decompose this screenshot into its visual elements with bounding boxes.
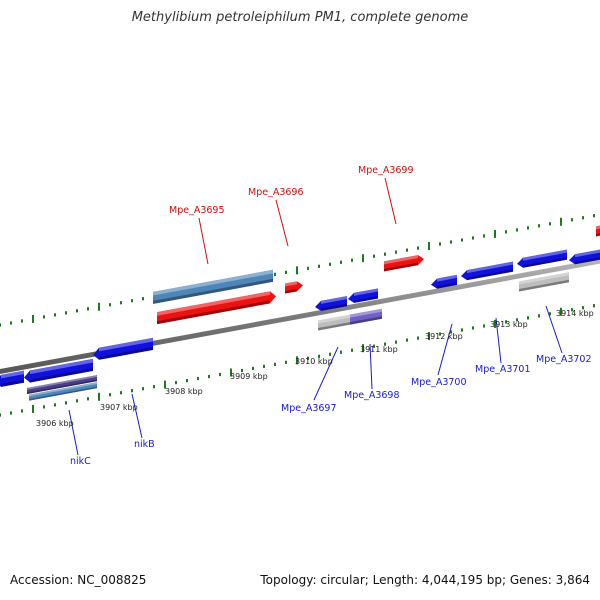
- leader-line: [369, 343, 373, 390]
- gene-arrow-mpe-a3701: [461, 261, 513, 281]
- feature-shadow: [1, 379, 24, 387]
- feature-highlight: [596, 225, 600, 230]
- gene-bar-steelblue-rev: [29, 382, 97, 401]
- leader-line: [545, 305, 563, 354]
- feature-shadow: [157, 300, 270, 325]
- gene-label-reverse: Mpe_A3698: [344, 390, 400, 401]
- genome-summary: Topology: circular; Length: 4,044,195 bp…: [260, 573, 590, 587]
- gene-arrow-mpe-a3698: [348, 288, 378, 303]
- feature-shadow: [321, 303, 347, 311]
- gene-arrow-mpe-a3702: [517, 249, 567, 268]
- feature-shadow: [437, 282, 457, 289]
- gene-arrow-edge: [596, 225, 600, 237]
- gene-labels: Mpe_A3695 Mpe_A3696 Mpe_A3699 nikC nikB Mpe_A…: [70, 165, 592, 467]
- gene-label-reverse: Mpe_A3701: [475, 364, 531, 375]
- feature-shadow: [99, 346, 153, 360]
- gene-label-forward: Mpe_A3695: [169, 205, 225, 216]
- gene-arrow-mpe-a3697: [315, 296, 347, 311]
- feature-highlight: [575, 249, 600, 258]
- feature-highlight: [99, 337, 153, 352]
- leader-line: [68, 409, 79, 456]
- gene-arrow-mpe-a3696: [285, 281, 303, 294]
- kbp-label: 3912 kbp: [425, 332, 463, 341]
- leader-line: [384, 177, 397, 225]
- feature-highlight: [467, 261, 513, 274]
- feature-shadow: [29, 386, 97, 401]
- gene-arrow-rev-edge-2: [569, 249, 600, 265]
- gene-arrow-nikb: [93, 337, 153, 360]
- kbp-label: 3906 kbp: [36, 419, 74, 428]
- feature-highlight: [437, 274, 457, 282]
- kbp-label: 3910 kbp: [295, 357, 333, 366]
- feature-shadow: [285, 288, 297, 294]
- gene-bar-gray-a: [318, 314, 350, 331]
- feature-highlight: [30, 358, 93, 375]
- gene-arrow-mpe-a3699: [384, 255, 424, 272]
- feature-highlight: [153, 269, 273, 296]
- leader-line: [437, 323, 453, 376]
- gene-bar-gray-b: [519, 272, 569, 292]
- feature-highlight: [285, 281, 297, 287]
- gene-label-forward: Mpe_A3699: [358, 165, 414, 176]
- feature-shadow: [153, 278, 273, 304]
- feature-highlight: [29, 382, 97, 397]
- gene-label-reverse: nikB: [134, 439, 155, 450]
- gene-arrow-mpe-a3695: [157, 291, 276, 325]
- kbp-label: 3913 kbp: [490, 320, 528, 329]
- feature-shadow: [354, 295, 378, 303]
- leader-line: [131, 393, 143, 439]
- feature-highlight: [318, 314, 350, 324]
- gene-bar-steelblue: [153, 269, 273, 304]
- gene-label-reverse: nikC: [70, 456, 91, 467]
- kbp-scale-labels: 3906 kbp 3907 kbp 3908 kbp 3909 kbp 3910 kbp…: [36, 309, 594, 428]
- gene-bar-dark-purple: [27, 375, 97, 395]
- accession-label: Accession: NC_008825: [10, 573, 147, 587]
- kbp-label: 3914 kbp: [556, 309, 594, 318]
- feature-highlight: [519, 272, 569, 285]
- kbp-label: 3911 kbp: [360, 345, 398, 354]
- label-leaders: [68, 177, 563, 456]
- feature-highlight: [384, 255, 418, 265]
- feature-shadow: [384, 262, 418, 272]
- feature-shadow: [523, 257, 567, 268]
- kbp-label: 3909 kbp: [230, 372, 268, 381]
- lower-tick-line: [0, 304, 595, 417]
- feature-highlight: [1, 370, 24, 379]
- feature-shadow: [596, 233, 600, 237]
- kbp-label: 3907 kbp: [100, 403, 138, 412]
- gene-arrow-rev-edge: [0, 370, 24, 387]
- gene-label-forward: Mpe_A3696: [248, 187, 304, 198]
- gene-features: [0, 225, 600, 401]
- feature-shadow: [27, 379, 97, 395]
- feature-shadow: [467, 269, 513, 281]
- gene-label-reverse: Mpe_A3702: [536, 354, 592, 365]
- feature-shadow: [318, 322, 350, 331]
- gene-arrow-mpe-a3700: [431, 274, 457, 289]
- feature-highlight: [523, 249, 567, 261]
- feature-highlight: [157, 291, 270, 316]
- feature-shadow: [519, 279, 569, 292]
- map-title: Methylibium petroleiphilum PM1, complete…: [131, 10, 469, 25]
- feature-shadow: [30, 367, 93, 383]
- gene-arrow-nikc: [24, 358, 93, 383]
- leader-line: [495, 317, 502, 364]
- leader-line: [198, 217, 209, 265]
- feature-highlight: [350, 308, 382, 318]
- gene-bar-purple: [350, 308, 382, 325]
- gene-label-reverse: Mpe_A3697: [281, 403, 337, 414]
- feature-shadow: [350, 316, 382, 325]
- feature-highlight: [321, 296, 347, 304]
- gene-label-reverse: Mpe_A3700: [411, 377, 467, 388]
- leader-line: [275, 199, 289, 247]
- kbp-label: 3908 kbp: [165, 387, 203, 396]
- feature-shadow: [575, 257, 600, 265]
- feature-highlight: [27, 375, 97, 390]
- leader-line: [313, 346, 339, 401]
- feature-highlight: [354, 288, 378, 296]
